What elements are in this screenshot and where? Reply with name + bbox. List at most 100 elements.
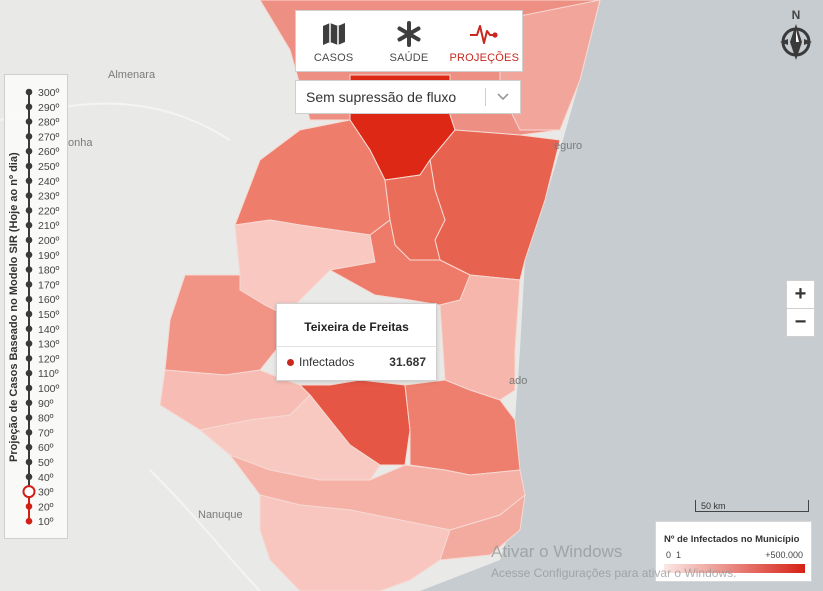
slider-stop[interactable] bbox=[25, 340, 33, 347]
slider-stop[interactable] bbox=[25, 177, 33, 185]
scale-bar: 50 km bbox=[695, 500, 809, 512]
slider-tick-label: 140º bbox=[38, 324, 60, 336]
slider-stop[interactable] bbox=[25, 443, 33, 451]
saude-button[interactable]: SAÚDE bbox=[371, 11, 446, 71]
zoom-control: + − bbox=[786, 280, 815, 337]
chevron-down-icon[interactable] bbox=[486, 92, 520, 102]
projecoes-label: PROJEÇÕES bbox=[449, 51, 520, 64]
slider-stop[interactable] bbox=[25, 414, 33, 421]
slider-tick-label: 160º bbox=[38, 294, 60, 306]
tooltip-metric: Infectados bbox=[299, 355, 355, 369]
slider-stop[interactable] bbox=[25, 147, 33, 155]
slider-tick-label: 60º bbox=[38, 442, 54, 454]
slider-tick-label: 190º bbox=[38, 250, 60, 262]
tooltip-row: Infectados 31.687 bbox=[277, 347, 436, 369]
north-label: N bbox=[791, 8, 801, 22]
slider-tick-label: 80º bbox=[38, 413, 54, 425]
projecoes-button[interactable]: PROJEÇÕES bbox=[447, 11, 522, 71]
slider-stop[interactable] bbox=[25, 325, 33, 333]
slider-stop[interactable] bbox=[25, 236, 33, 244]
scenario-dropdown[interactable]: Sem supressão de fluxo bbox=[295, 80, 521, 114]
slider-stop[interactable] bbox=[25, 251, 33, 259]
slider-stop[interactable] bbox=[25, 207, 33, 214]
municipality-tooltip: Teixeira de Freitas Infectados 31.687 bbox=[276, 303, 437, 381]
slider-tick-label: 100º bbox=[38, 383, 60, 395]
slider-tick-label: 230º bbox=[38, 191, 60, 203]
map-icon bbox=[321, 19, 347, 49]
compass[interactable]: N bbox=[776, 8, 816, 70]
slider-tick-label: 180º bbox=[38, 265, 60, 277]
mode-toolbar: CASOS SAÚDE PROJEÇÕES bbox=[295, 10, 523, 72]
slider-stop[interactable] bbox=[25, 103, 33, 111]
slider-stop[interactable] bbox=[25, 221, 33, 229]
municipality-region[interactable] bbox=[259, 494, 451, 591]
slider-stop[interactable] bbox=[25, 133, 33, 140]
place-label-ado: ado bbox=[509, 375, 527, 387]
slider-stop[interactable] bbox=[25, 192, 33, 199]
casos-button[interactable]: CASOS bbox=[296, 11, 371, 71]
slider-tick-label: 220º bbox=[38, 205, 60, 217]
compass-icon bbox=[780, 24, 812, 60]
slider-stop[interactable] bbox=[25, 118, 33, 125]
slider-thumb[interactable] bbox=[22, 485, 36, 499]
sea-area bbox=[420, 0, 823, 591]
slider-stop[interactable] bbox=[25, 429, 33, 436]
road-line bbox=[149, 469, 261, 591]
slider-tick-label: 260º bbox=[38, 146, 60, 158]
legend-min-0: 0 bbox=[666, 550, 672, 560]
slider-tick-label: 110º bbox=[38, 368, 59, 380]
scale-label: 50 km bbox=[701, 501, 726, 511]
slider-tick-label: 10º bbox=[38, 516, 54, 528]
slider-stop[interactable] bbox=[25, 517, 33, 525]
slider-stop[interactable] bbox=[25, 473, 33, 481]
municipality-region[interactable] bbox=[439, 493, 526, 561]
place-label-onha: onha bbox=[68, 137, 93, 149]
slider-tick-label: 130º bbox=[38, 339, 60, 351]
zoom-out-button[interactable]: − bbox=[787, 308, 814, 336]
watermark-title: Ativar o Windows bbox=[491, 542, 623, 561]
slider-stop[interactable] bbox=[25, 88, 33, 96]
place-label-almenara: Almenara bbox=[108, 69, 156, 81]
zoom-in-button[interactable]: + bbox=[794, 283, 807, 305]
slider-tick-label: 30º bbox=[38, 487, 54, 499]
tooltip-divider bbox=[277, 346, 436, 347]
series-dot-icon bbox=[287, 358, 294, 366]
slider-stop[interactable] bbox=[25, 295, 33, 303]
slider-stop[interactable] bbox=[25, 281, 33, 288]
day-slider[interactable]: 300º 290º 280º 270º 260º 250º 240º 230º 220º 210º… bbox=[5, 75, 69, 540]
slider-tick-label: 290º bbox=[38, 102, 60, 114]
legend-ticks: 0 1 +500.000 bbox=[664, 550, 803, 562]
slider-tick-label: 280º bbox=[38, 117, 60, 129]
legend-title: Nº de Infectados no Município bbox=[664, 534, 800, 545]
legend-color-ramp bbox=[664, 564, 805, 573]
slider-tick-label: 70º bbox=[38, 427, 54, 439]
slider-stop[interactable] bbox=[25, 162, 33, 170]
dropdown-divider bbox=[485, 88, 486, 106]
slider-tick-label: 40º bbox=[38, 472, 54, 484]
casos-label: CASOS bbox=[313, 51, 354, 64]
legend-max: +500.000 bbox=[765, 550, 803, 560]
slider-stop[interactable] bbox=[25, 369, 33, 377]
slider-stop[interactable] bbox=[25, 503, 33, 510]
slider-tick-label: 210º bbox=[38, 220, 60, 232]
slider-stop[interactable] bbox=[25, 399, 33, 407]
slider-tick-label: 170º bbox=[38, 279, 60, 291]
slider-stop[interactable] bbox=[25, 384, 33, 392]
slider-tick-label: 300º bbox=[38, 87, 60, 99]
activation-watermark: Ativar o Windows Acesse Configurações pa… bbox=[491, 542, 736, 580]
slider-tick-label: 150º bbox=[38, 309, 60, 321]
slider-stop[interactable] bbox=[25, 458, 33, 466]
slider-stop[interactable] bbox=[25, 266, 33, 273]
tooltip-title: Teixeira de Freitas bbox=[304, 320, 409, 334]
slider-tick-label: 50º bbox=[38, 457, 54, 469]
slider-tick-label: 90º bbox=[38, 398, 54, 410]
day-slider-panel: Projeção de Casos Baseado no Modelo SIR … bbox=[4, 74, 68, 539]
scenario-value: Sem supressão de fluxo bbox=[306, 89, 457, 105]
heartbeat-icon bbox=[469, 19, 499, 49]
watermark-subtitle: Acesse Configurações para ativar o Windo… bbox=[491, 566, 737, 580]
slider-tick-label: 250º bbox=[38, 161, 60, 173]
slider-stop[interactable] bbox=[25, 355, 33, 362]
place-label-seguro: eguro bbox=[554, 140, 582, 152]
slider-stop[interactable] bbox=[25, 310, 33, 318]
place-label-nanuque: Nanuque bbox=[198, 509, 243, 521]
